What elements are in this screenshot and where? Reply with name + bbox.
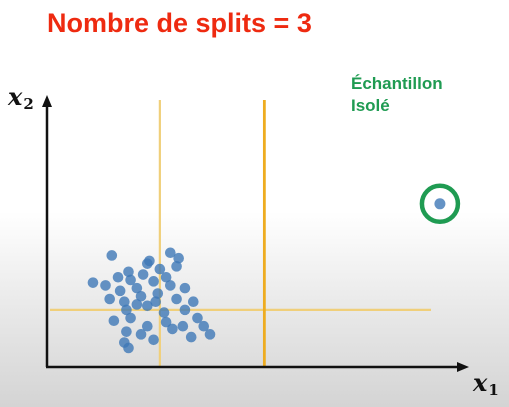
data-point <box>123 266 134 278</box>
data-point <box>131 282 143 294</box>
x-axis-var: x <box>473 368 488 397</box>
data-point <box>112 271 124 283</box>
data-point <box>100 280 111 291</box>
data-point <box>106 250 118 261</box>
isolated-sample <box>419 183 461 225</box>
data-point <box>123 342 134 354</box>
data-point <box>131 299 143 310</box>
data-point <box>188 296 199 308</box>
data-point <box>108 315 120 327</box>
data-point <box>160 271 172 283</box>
data-point <box>177 320 189 332</box>
data-point <box>121 326 132 337</box>
chart-title: Nombre de splits = 3 <box>47 8 312 38</box>
data-point <box>142 320 153 332</box>
data-point <box>119 296 130 308</box>
data-point <box>160 316 172 328</box>
isolated-sample-label: Échantillon Isolé <box>351 73 443 117</box>
data-point <box>152 288 164 299</box>
data-point <box>87 277 99 288</box>
data-point <box>171 293 182 305</box>
data-point <box>148 276 159 287</box>
data-point <box>104 293 115 305</box>
x-axis-label: x1 <box>473 368 499 399</box>
data-point <box>185 331 197 343</box>
data-point <box>125 312 136 324</box>
data-point <box>165 280 176 291</box>
data-point <box>148 334 159 346</box>
data-point <box>198 320 210 332</box>
data-point <box>121 304 132 316</box>
x-axis-subscript: 1 <box>488 381 499 399</box>
data-point <box>179 304 191 316</box>
data-point <box>204 329 216 340</box>
data-point <box>167 323 178 335</box>
data-points <box>87 247 216 354</box>
y-axis-label: x2 <box>8 82 34 113</box>
data-point <box>150 296 161 308</box>
y-axis-subscript: 2 <box>23 95 34 113</box>
data-point <box>135 290 147 302</box>
data-point <box>192 312 203 324</box>
data-point <box>179 282 191 294</box>
data-point <box>137 269 149 280</box>
isolated-sample-ring <box>419 183 461 225</box>
data-point <box>125 274 136 286</box>
data-point <box>114 285 126 297</box>
data-point <box>171 261 182 272</box>
isolated-sample-label-line2: Isolé <box>351 96 390 115</box>
x-axis-arrowhead <box>457 362 469 372</box>
data-point <box>142 258 153 269</box>
data-point <box>154 263 166 275</box>
data-point <box>142 300 153 312</box>
data-point <box>135 329 147 340</box>
isolated-data-point <box>434 198 446 210</box>
data-point <box>165 247 176 259</box>
data-point <box>158 307 170 318</box>
data-point <box>173 252 184 264</box>
isolated-sample-label-line1: Échantillon <box>351 74 443 93</box>
axes <box>42 95 469 372</box>
y-axis-var: x <box>8 82 23 111</box>
y-axis-arrowhead <box>42 95 52 107</box>
split-lines <box>50 100 431 367</box>
